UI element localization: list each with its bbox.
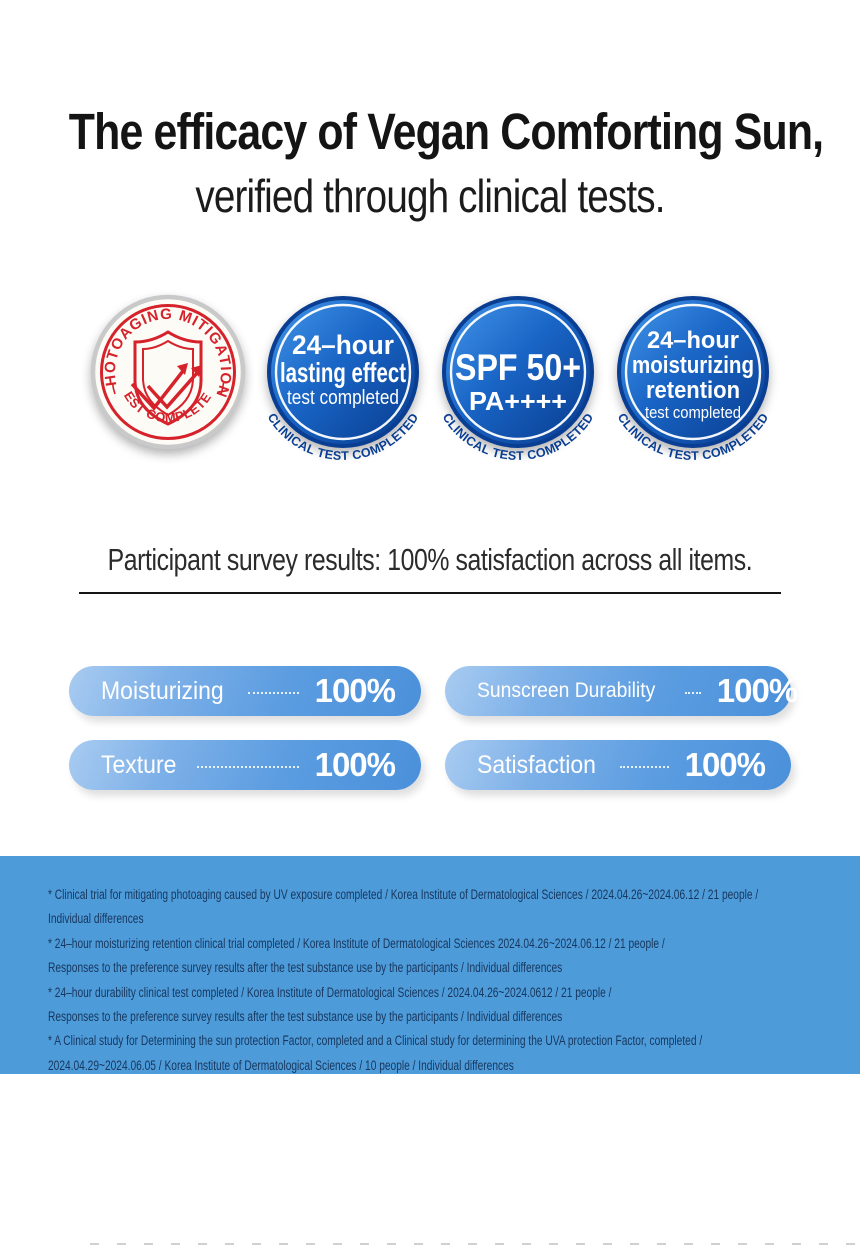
shield-check-icon [130,330,202,426]
certification-badge-row: PHOTOAGING MITIGATION TEST COMPLETED [0,288,860,484]
lasting-effect-badge-icon: 24–hour lasting effect test completed • … [257,288,421,463]
footnote-line: 2024.04.29~2024.06.05 / Korea Institute … [48,1057,514,1073]
clinical-test-disclaimer-panel: * Clinical trial for mitigating photoagi… [0,856,860,1074]
survey-results-grid: Moisturizing 100% Sunscreen Durability 1… [69,666,798,790]
survey-pill-label: Moisturizing [101,676,224,705]
survey-pill-label: Texture [101,750,177,779]
badge-line1: SPF 50+ [455,347,581,388]
survey-pill-value: 100% [684,746,766,783]
spf-badge-icon: SPF 50+ PA++++ • CLINICAL TEST COMPLETED… [432,288,596,463]
moisturizing-retention-badge-icon: 24–hour moisturizing retention test comp… [607,288,771,463]
section-title-line1: The efficacy of Vegan Comforting Sun, [68,103,824,160]
survey-pill-value: 100% [716,672,798,709]
footnote-line: Responses to the preference survey resul… [48,1009,563,1025]
dotted-leader-line [620,766,669,768]
dotted-leader-line [684,692,701,694]
photoaging-mitigation-badge-icon: PHOTOAGING MITIGATION TEST COMPLETED [82,288,245,450]
badge-line2: moisturizing [632,352,754,379]
survey-pill-label: Sunscreen Durability [477,679,656,702]
badge-line2: PA++++ [469,386,567,416]
dotted-leader-line [248,692,299,694]
survey-pill-value: 100% [314,672,396,709]
survey-pill-texture: Texture 100% [69,740,421,790]
badge-line1: 24–hour [647,327,739,354]
dotted-leader-line [196,766,299,768]
survey-pill-value: 100% [314,746,396,783]
footnote-line: Responses to the preference survey resul… [48,960,563,976]
footnote-line: * 24–hour durability clinical test compl… [48,984,612,1000]
survey-results-heading: Participant survey results: 100% satisfa… [107,542,753,577]
badge-line2: lasting effect [280,357,406,388]
badge-line1: 24–hour [292,330,394,360]
section-title: The efficacy of Vegan Comforting Sun, ve… [0,102,860,224]
survey-pill-sunscreen-durability: Sunscreen Durability 100% [445,666,798,716]
survey-pill-moisturizing: Moisturizing 100% [69,666,421,716]
footnote-line: * A Clinical study for Determining the s… [48,1033,703,1049]
next-section-text-peek [90,1243,858,1245]
badge-line4: test completed [645,403,741,422]
survey-pill-label: Satisfaction [477,750,596,779]
badge-line3: test completed [287,387,399,409]
footnote-line: * 24–hour moisturizing retention clinica… [48,935,665,951]
section-title-line2: verified through clinical tests. [195,170,665,222]
survey-heading-underline [79,592,781,594]
footnote-line: * Clinical trial for mitigating photoagi… [48,887,759,902]
badge-line3: retention [646,377,740,404]
footnote-line: Individual differences [48,911,144,927]
survey-pill-satisfaction: Satisfaction 100% [445,740,791,790]
